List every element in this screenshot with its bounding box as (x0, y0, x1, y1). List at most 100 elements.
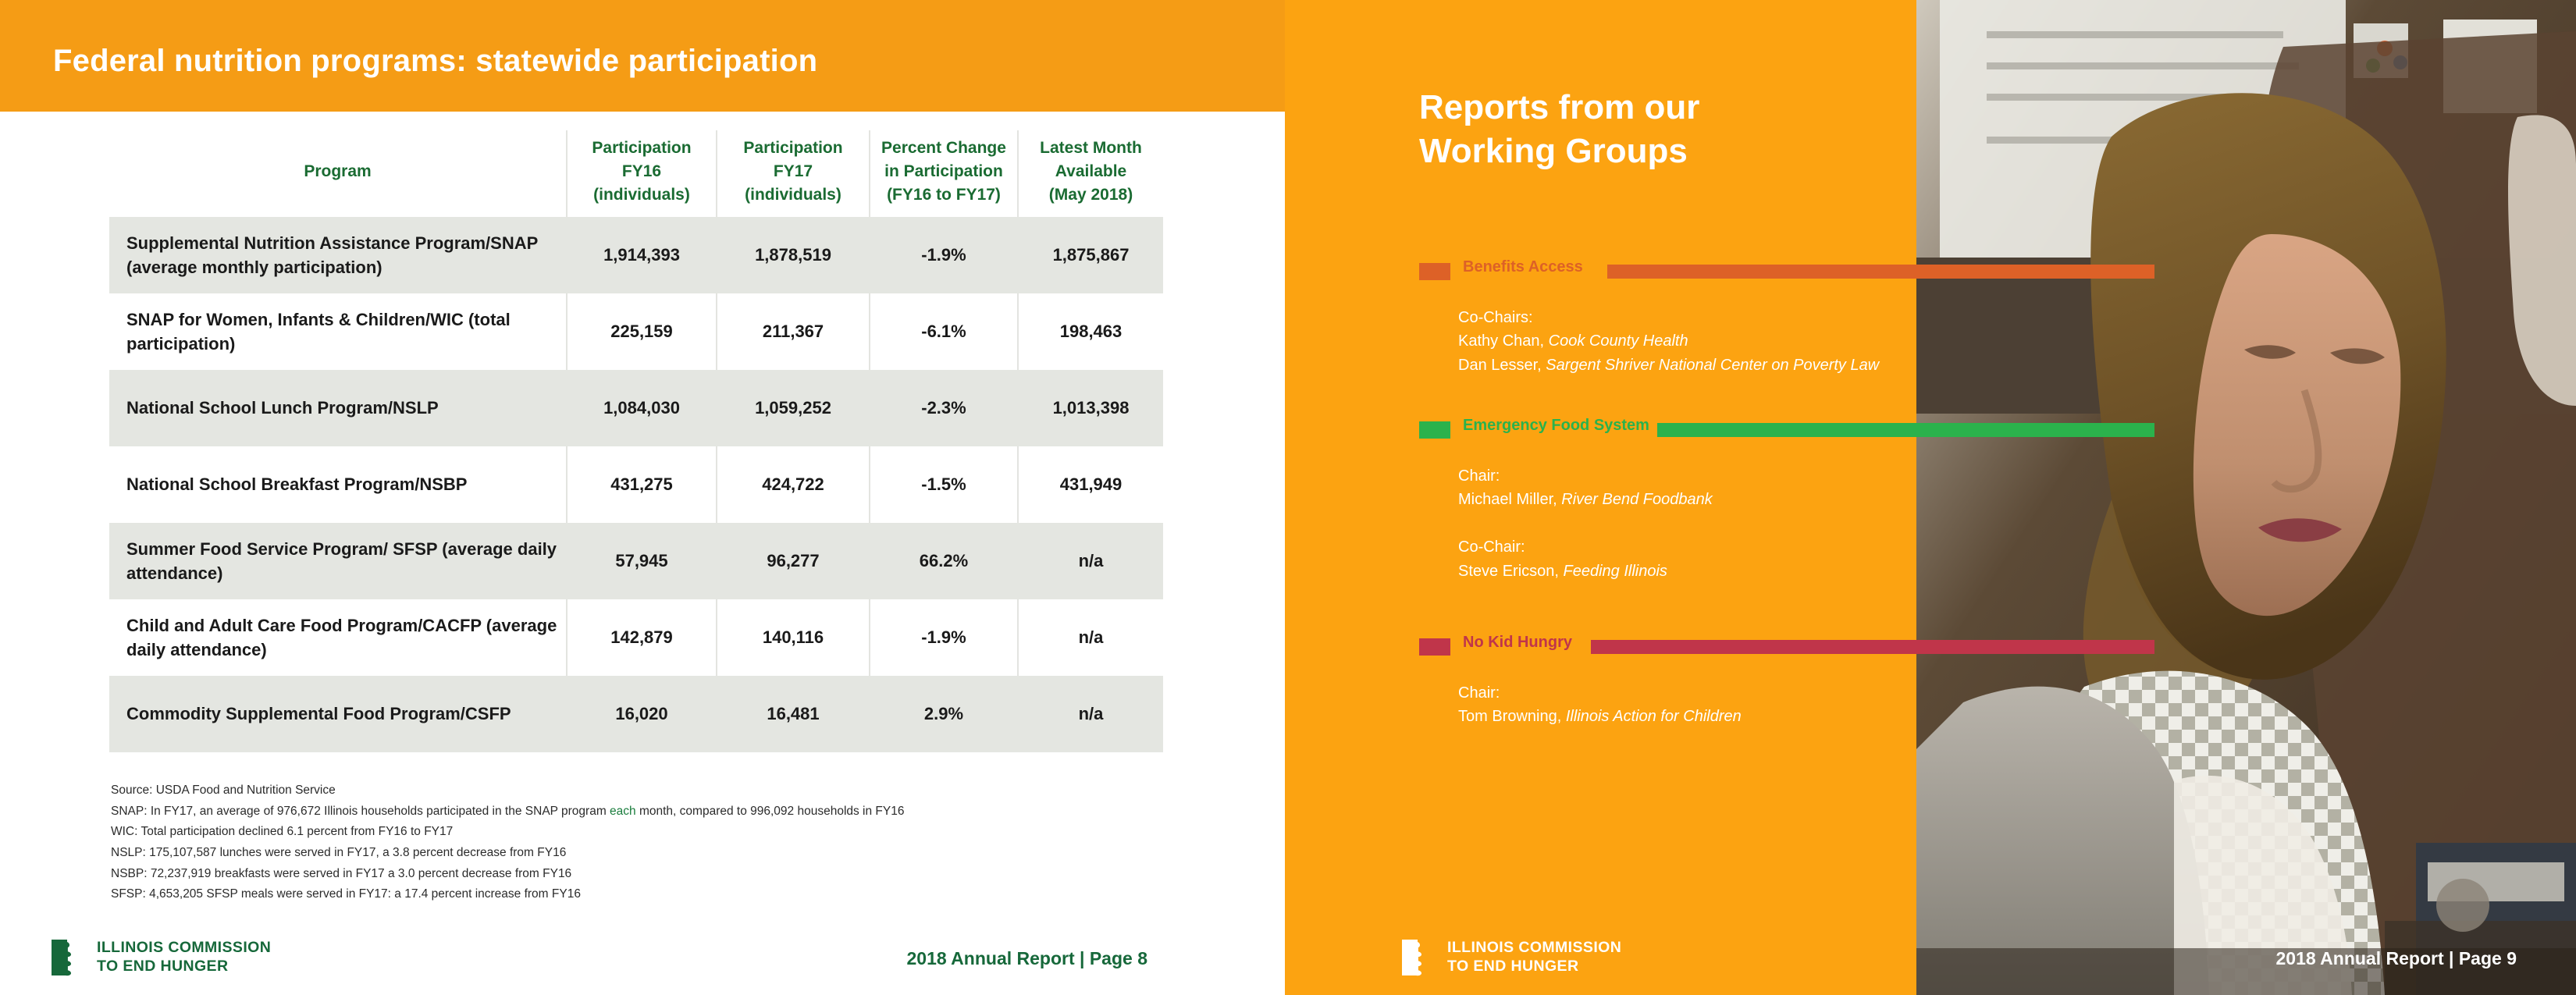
wheat-stalk-icon-right (1402, 939, 1436, 976)
cell-latest-month: 431,949 (1017, 446, 1163, 524)
working-group-name: Benefits Access (1463, 258, 1583, 275)
chair-member-name: Tom Browning, (1458, 708, 1566, 726)
cell-fy16: 16,020 (566, 676, 717, 753)
organization-logo-right: ILLINOIS COMMISSION TO END HUNGER (1402, 939, 1621, 976)
column-header-participation-fy16: Participation FY16 (individuals) (566, 130, 717, 218)
cochair-role-label: Co-Chair: (1458, 538, 1525, 556)
table-row: Commodity Supplemental Food Program/CSFP… (109, 676, 1163, 753)
table-row: National School Lunch Program/NSLP 1,084,… (109, 370, 1163, 447)
page-number-left: 2018 Annual Report | Page 8 (906, 948, 1147, 968)
cell-fy17: 1,878,519 (716, 217, 870, 294)
footnote-snap-part2: month, compared to 996,092 households in… (635, 804, 905, 818)
nutrition-participation-table: Program Participation FY16 (individuals)… (109, 130, 1163, 753)
right-page: Reports from our Working Groups Benefits… (1285, 0, 2576, 995)
spacer (1458, 512, 1713, 535)
column-header-percent-change: Percent Change in Participation (FY16 to… (869, 130, 1018, 218)
cell-fy17: 1,059,252 (716, 370, 870, 447)
cell-program: Supplemental Nutrition Assistance Progra… (109, 217, 567, 294)
chair-member-org: Sargent Shriver National Center on Pover… (1546, 356, 1880, 374)
chair-member-name: Kathy Chan, (1458, 332, 1549, 350)
cell-latest-month: 1,875,867 (1017, 217, 1163, 294)
working-group-color-chip (1419, 638, 1450, 656)
table-row: Supplemental Nutrition Assistance Progra… (109, 217, 1163, 294)
right-page-title: Reports from our Working Groups (1419, 88, 1700, 171)
chair-member-name: Michael Miller, (1458, 491, 1562, 509)
cell-latest-month: 198,463 (1017, 293, 1163, 371)
chair-member: Michael Miller, River Bend Foodbank (1458, 488, 1713, 511)
cell-fy17: 16,481 (716, 676, 870, 753)
column-header-latest-month: Latest Month Available (May 2018) (1017, 130, 1163, 218)
cell-percent-change: -1.9% (869, 217, 1018, 294)
chair-member: Tom Browning, Illinois Action for Childr… (1458, 705, 1742, 728)
working-group-name: Emergency Food System (1463, 417, 1649, 434)
cell-program: National School Breakfast Program/NSBP (109, 446, 567, 524)
footnote-snap-part1: SNAP: In FY17, an average of 976,672 Ill… (111, 804, 610, 818)
cell-percent-change: -2.3% (869, 370, 1018, 447)
chair-member-org: River Bend Foodbank (1561, 491, 1713, 509)
cell-program: SNAP for Women, Infants & Children/WIC (… (109, 293, 567, 371)
organization-logo: ILLINOIS COMMISSION TO END HUNGER (52, 939, 271, 976)
cell-latest-month: 1,013,398 (1017, 370, 1163, 447)
chair-role-label: Chair: (1458, 684, 1500, 702)
page-title: Federal nutrition programs: statewide pa… (53, 44, 818, 78)
cell-fy17: 96,277 (716, 523, 870, 600)
column-header-program: Program (109, 130, 567, 218)
working-group-chairs: Co-Chairs: Kathy Chan, Cook County Health… (1458, 306, 1879, 377)
chair-member-org: Illinois Action for Children (1565, 708, 1742, 726)
working-group-name: No Kid Hungry (1463, 634, 1572, 651)
right-page-footer: ILLINOIS COMMISSION TO END HUNGER 2018 A… (1285, 920, 2576, 995)
logo-line-1: ILLINOIS COMMISSION (97, 939, 272, 957)
table-row: Child and Adult Care Food Program/CACFP … (109, 599, 1163, 677)
cell-percent-change: 2.9% (869, 676, 1018, 753)
organization-logo-text: ILLINOIS COMMISSION TO END HUNGER (97, 939, 271, 976)
working-group-color-chip (1419, 421, 1450, 439)
working-group-rule (1607, 265, 2154, 279)
working-group-2: Emergency Food System Chair: Michael Mille… (1285, 417, 2576, 580)
chair-member: Kathy Chan, Cook County Health (1458, 329, 1879, 353)
column-header-participation-fy17: Participation FY17 (individuals) (716, 130, 870, 218)
working-group-chairs: Chair: Michael Miller, River Bend Foodban… (1458, 464, 1713, 583)
cell-fy17: 211,367 (716, 293, 870, 371)
working-group-1: Benefits Access Co-Chairs: Kathy Chan, Coo… (1285, 258, 2576, 374)
footnote-snap-highlight: each (610, 804, 636, 818)
working-group-chairs: Chair: Tom Browning, Illinois Action for … (1458, 681, 1742, 729)
table-row: Summer Food Service Program/ SFSP (avera… (109, 523, 1163, 600)
chair-member: Dan Lesser, Sargent Shriver National Cen… (1458, 354, 1879, 377)
working-group-rule (1656, 423, 2154, 437)
left-page: Federal nutrition programs: statewide pa… (0, 0, 1285, 995)
chair-member-name: Dan Lesser, (1458, 356, 1546, 374)
footnote-snap: SNAP: In FY17, an average of 976,672 Ill… (111, 801, 1219, 823)
chair-role-label: Chair: (1458, 467, 1500, 485)
footnote-wic: WIC: Total participation declined 6.1 pe… (111, 825, 454, 839)
table-row: SNAP for Women, Infants & Children/WIC (… (109, 293, 1163, 371)
logo-line-2-right: TO END HUNGER (1447, 958, 1579, 975)
cochair-member: Steve Ericson, Feeding Illinois (1458, 560, 1713, 583)
cell-program: National School Lunch Program/NSLP (109, 370, 567, 447)
working-group-rule (1590, 640, 2154, 654)
cell-latest-month: n/a (1017, 523, 1163, 600)
cell-fy16: 57,945 (566, 523, 717, 600)
page-number-right: 2018 Annual Report | Page 9 (2275, 948, 2517, 968)
cell-fy16: 1,914,393 (566, 217, 717, 294)
cell-fy16: 142,879 (566, 599, 717, 677)
cochair-member-name: Steve Ericson, (1458, 562, 1564, 580)
cell-latest-month: n/a (1017, 599, 1163, 677)
cell-fy16: 1,084,030 (566, 370, 717, 447)
cell-program: Summer Food Service Program/ SFSP (avera… (109, 523, 567, 600)
organization-logo-text-right: ILLINOIS COMMISSION TO END HUNGER (1447, 939, 1621, 976)
footnote-source: Source: USDA Food and Nutrition Service (111, 784, 336, 797)
working-group-3: No Kid Hungry Chair: Tom Browning, Illinoi… (1285, 634, 2576, 725)
working-group-color-chip (1419, 263, 1450, 280)
working-groups-photo (1916, 0, 2576, 995)
logo-line-2: TO END HUNGER (97, 958, 229, 975)
wheat-stalk-icon (52, 939, 86, 976)
cell-latest-month: n/a (1017, 676, 1163, 753)
cell-fy16: 225,159 (566, 293, 717, 371)
logo-line-1-right: ILLINOIS COMMISSION (1447, 939, 1622, 957)
left-page-footer: ILLINOIS COMMISSION TO END HUNGER 2018 A… (0, 920, 1285, 995)
cochair-member-org: Feeding Illinois (1563, 562, 1667, 580)
cell-fy17: 424,722 (716, 446, 870, 524)
footnote-sfsp: SFSP: 4,653,205 SFSP meals were served i… (111, 887, 581, 901)
cell-program: Commodity Supplemental Food Program/CSFP (109, 676, 567, 753)
